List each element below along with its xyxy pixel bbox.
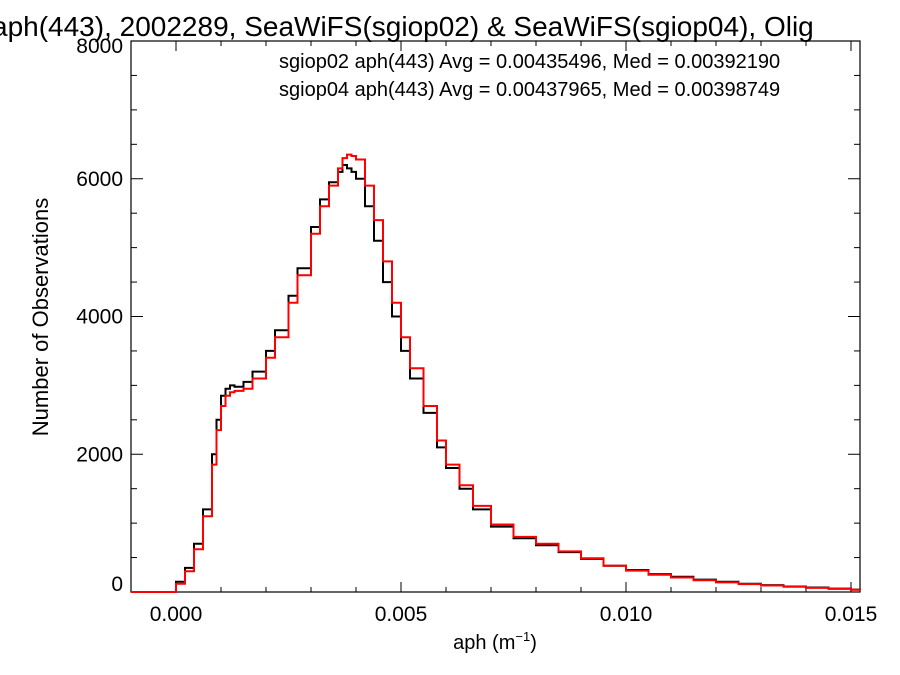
series-lines: [131, 153, 861, 593]
y-tick-label: 0: [111, 573, 123, 596]
x-axis-label: aph (m−1): [453, 629, 537, 654]
y-tick-label: 6000: [76, 168, 123, 191]
y-axis-label: Number of Observations: [28, 198, 53, 436]
series-line-1: [131, 153, 861, 593]
y-tick-label: 2000: [76, 443, 123, 466]
x-tick-label: 0.000: [150, 603, 203, 626]
annotation-sgiop04: sgiop04 aph(443) Avg = 0.00437965, Med =…: [279, 79, 780, 101]
x-axis-label-superscript: −1: [515, 629, 530, 644]
x-axis-tick-labels: 0.000 0.005 0.010 0.015: [150, 603, 878, 626]
x-tick-label: 0.005: [375, 603, 428, 626]
annotation-sgiop02: sgiop02 aph(443) Avg = 0.00435496, Med =…: [279, 51, 780, 73]
x-tick-label: 0.015: [825, 603, 878, 626]
x-tick-label: 0.010: [600, 603, 653, 626]
chart-title: aph(443), 2002289, SeaWiFS(sgiop02) & Se…: [0, 11, 814, 42]
y-tick-label: 8000: [76, 35, 123, 58]
y-axis-tick-labels: 0 2000 4000 6000 8000: [76, 35, 123, 596]
x-axis-ticks: [130, 41, 852, 592]
y-tick-label: 4000: [76, 306, 123, 329]
